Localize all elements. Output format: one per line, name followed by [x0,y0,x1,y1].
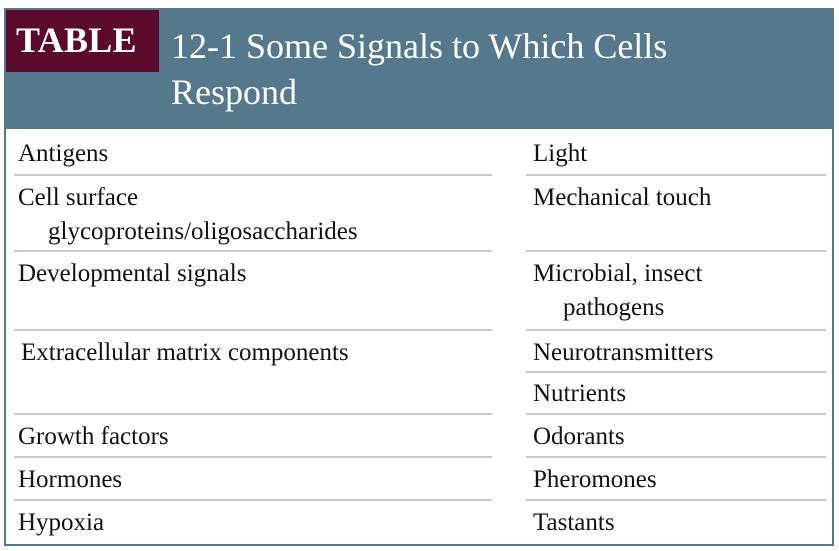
left-cell-extracellular-matrix: Extracellular matrix components [21,339,349,366]
left-row-divider [14,456,492,458]
left-row-divider [14,174,492,176]
right-row-divider [526,499,826,501]
right-row-divider [526,371,826,373]
left-row-divider [14,250,492,252]
left-cell-developmental-signals: Developmental signals [18,260,247,287]
table-title-line-1: 12-1 Some Signals to Which Cells [171,26,668,66]
right-cell-nutrients: Nutrients [533,380,627,407]
left-row-divider [14,499,492,501]
right-cell-neurotransmitters: Neurotransmitters [533,339,714,366]
signals-table: TABLE 12-1 Some Signals to Which Cells R… [4,8,834,546]
right-row-divider [526,456,826,458]
left-row-divider [14,329,492,331]
left-cell-cell-surface-continued: glycoproteins/oligosaccharides [48,218,358,245]
table-title-line-2: Respond [171,72,297,112]
table-header: TABLE 12-1 Some Signals to Which Cells R… [6,10,832,129]
right-cell-microbial-insect-continued: pathogens [563,294,665,321]
left-cell-hypoxia: Hypoxia [18,509,105,536]
right-cell-odorants: Odorants [533,423,625,450]
left-cell-growth-factors: Growth factors [18,423,169,450]
right-row-divider [526,329,826,331]
right-cell-microbial-insect: Microbial, insect [533,260,703,287]
right-row-divider [526,413,826,415]
right-cell-pheromones: Pheromones [533,466,657,493]
right-cell-tastants: Tastants [533,509,615,536]
left-cell-antigens: Antigens [18,140,109,167]
table-badge: TABLE [6,10,159,72]
table-badge-label: TABLE [16,20,137,60]
left-cell-cell-surface: Cell surface [18,184,139,211]
right-cell-light: Light [533,140,588,167]
right-cell-mechanical-touch: Mechanical touch [533,184,712,211]
left-row-divider [14,413,492,415]
right-row-divider [526,250,826,252]
left-cell-hormones: Hormones [18,466,123,493]
right-row-divider [526,174,826,176]
